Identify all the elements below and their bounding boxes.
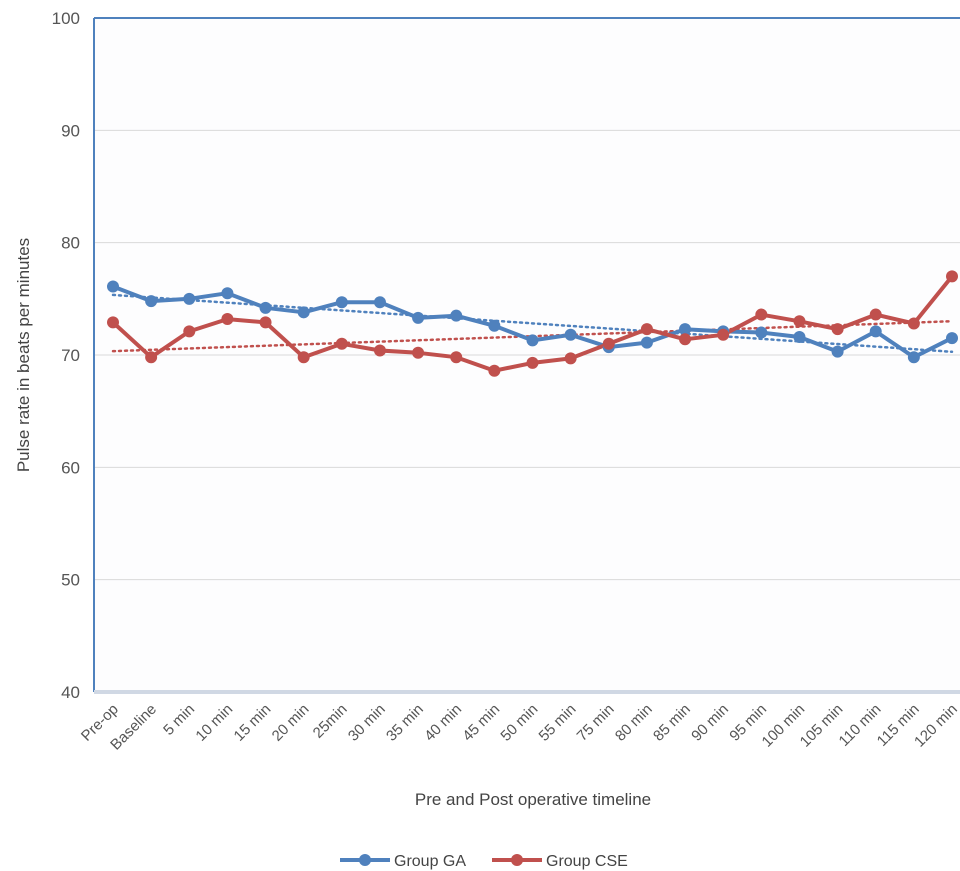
x-tick-label: 20 min [269,701,313,745]
data-point-series-1 [717,328,730,341]
gridlines [94,129,960,581]
data-point-series-1 [526,356,539,369]
series-points [107,270,958,377]
x-tick-label: 75 min [574,701,618,745]
data-point-series-0 [145,295,158,308]
y-tick-label: 90 [61,121,80,140]
data-point-series-1 [450,351,463,364]
data-point-series-1 [602,337,615,350]
data-point-series-1 [373,344,386,357]
data-point-series-1 [412,346,425,359]
data-point-series-1 [221,313,234,326]
data-point-series-1 [183,325,196,338]
data-point-series-0 [335,296,348,309]
x-tick-label: 50 min [497,701,541,745]
data-point-series-0 [869,325,882,338]
data-point-series-1 [793,315,806,328]
data-point-series-1 [488,364,501,377]
legend-label-series-0: Group GA [394,853,466,870]
y-tick-label: 80 [61,234,80,253]
legend: Group GA Group CSE [340,853,628,870]
data-point-series-0 [831,345,844,358]
data-point-series-0 [373,296,386,309]
data-point-series-0 [946,332,958,345]
data-point-series-0 [183,292,196,305]
x-tick-label: 10 min [192,701,236,745]
data-point-series-0 [297,306,310,319]
x-tick-label: 120 min [911,701,960,751]
data-point-series-0 [107,280,119,293]
x-tick-label: 15 min [231,701,275,745]
data-point-series-0 [793,331,806,344]
y-tick-labels: 40 50 60 70 80 90 100 [52,9,80,702]
x-tick-label: 35 min [383,701,427,745]
data-point-series-0 [450,309,463,322]
data-point-series-1 [640,323,653,336]
x-tick-label: 105 min [797,701,847,751]
data-point-series-1 [679,333,692,346]
data-point-series-0 [564,328,577,341]
data-point-series-0 [755,326,768,339]
data-point-series-1 [259,316,272,329]
data-point-series-0 [488,319,501,332]
x-tick-label: 40 min [421,701,465,745]
data-point-series-1 [107,316,119,329]
data-point-series-1 [946,270,958,283]
data-point-series-1 [335,337,348,350]
legend-label-series-1: Group CSE [546,853,628,870]
data-point-series-0 [221,287,234,300]
x-tick-label: 55 min [536,701,580,745]
legend-marker-series-1 [511,854,523,866]
data-point-series-0 [526,334,539,347]
y-tick-label: 50 [61,571,80,590]
legend-marker-series-0 [359,854,371,866]
data-point-series-0 [907,351,920,364]
data-point-series-0 [412,311,425,324]
data-point-series-1 [145,351,158,364]
data-point-series-1 [869,308,882,321]
data-point-series-0 [679,323,692,336]
y-axis-title: Pulse rate in beats per minutes [14,238,33,472]
data-point-series-1 [907,317,920,330]
data-point-series-0 [640,336,653,349]
x-tick-label: 85 min [650,701,694,745]
data-point-series-1 [297,351,310,364]
x-tick-label: 90 min [688,701,732,745]
x-tick-label: 45 min [459,701,503,745]
x-tick-label: 80 min [612,701,656,745]
y-tick-label: 40 [61,683,80,702]
y-tick-label: 100 [52,9,80,28]
x-tick-label: 30 min [345,701,389,745]
data-point-series-1 [831,323,844,336]
x-axis-title: Pre and Post operative timeline [415,790,651,809]
y-tick-label: 70 [61,346,80,365]
data-point-series-1 [755,308,768,321]
data-point-series-0 [259,301,272,314]
data-point-series-1 [564,352,577,365]
y-tick-label: 60 [61,458,80,477]
x-tick-label: 25min [310,701,351,742]
